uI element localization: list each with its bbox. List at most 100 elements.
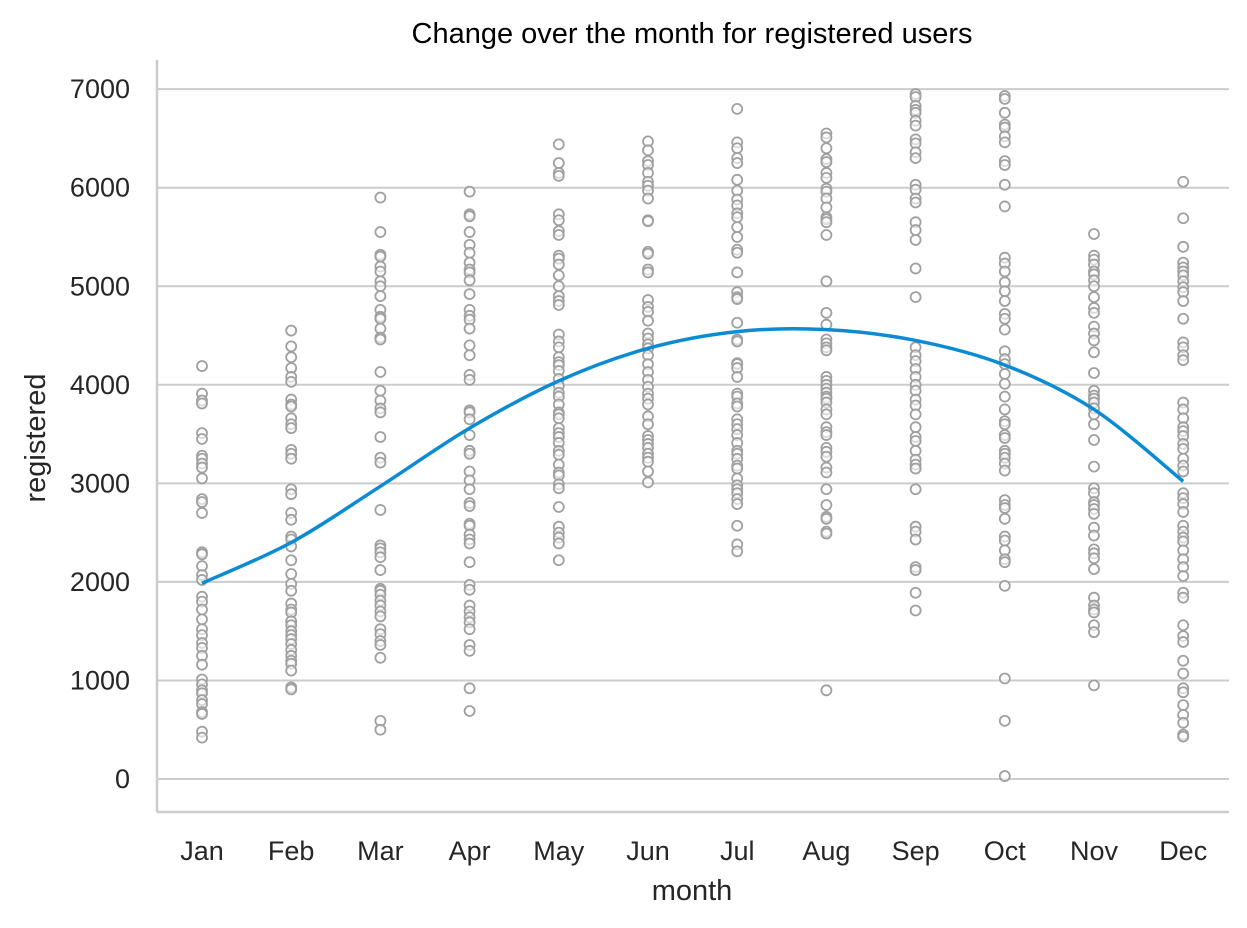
data-point: [642, 247, 654, 260]
y-tick-label-3000: 3000: [70, 468, 130, 498]
data-point: [1177, 442, 1190, 455]
data-point: [196, 658, 208, 671]
data-point: [1088, 367, 1100, 379]
data-point: [463, 185, 476, 198]
data-point: [820, 306, 833, 319]
data-point: [909, 291, 922, 303]
data-point: [552, 269, 565, 282]
y-tick-label-7000: 7000: [70, 74, 130, 104]
data-point: [1088, 606, 1100, 619]
data-point: [552, 299, 565, 311]
data-point: [463, 274, 476, 287]
data-point: [998, 312, 1011, 325]
data-point: [1088, 334, 1100, 347]
data-point: [1088, 529, 1100, 542]
data-point: [820, 684, 833, 697]
data-point: [285, 568, 298, 580]
y-tick-label-4000: 4000: [70, 370, 130, 400]
x-tick-label-apr: Apr: [449, 836, 491, 866]
data-point: [820, 499, 833, 511]
data-point: [374, 431, 387, 443]
data-point: [998, 672, 1011, 685]
data-point: [374, 456, 387, 469]
data-point: [285, 554, 298, 567]
data-point: [552, 448, 565, 461]
data-point: [998, 534, 1011, 547]
data-point: [196, 397, 208, 410]
scatter-points: [196, 88, 1190, 782]
data-point: [463, 623, 476, 636]
data-point: [1088, 434, 1100, 446]
data-point: [374, 639, 387, 651]
data-point: [1088, 228, 1100, 240]
data-point: [463, 644, 476, 657]
data-point: [998, 265, 1011, 278]
data-point: [374, 564, 387, 576]
data-point: [374, 265, 387, 278]
data-point: [463, 413, 476, 426]
data-point: [196, 472, 208, 485]
data-point: [374, 610, 387, 623]
data-point: [374, 250, 387, 263]
data-point: [196, 496, 208, 508]
data-point: [196, 613, 208, 626]
data-point: [463, 447, 476, 460]
data-point: [1177, 175, 1190, 188]
data-point: [998, 432, 1011, 444]
data-point: [285, 584, 298, 597]
y-axis-title: registered: [20, 374, 52, 503]
data-point: [731, 293, 744, 305]
data-point: [1088, 346, 1100, 359]
data-point: [285, 375, 298, 388]
x-tick-label-may: May: [533, 836, 585, 866]
data-point: [820, 131, 833, 144]
y-tick-label-2000: 2000: [70, 567, 130, 597]
data-point: [820, 142, 833, 155]
data-point: [1088, 460, 1100, 473]
data-point: [463, 483, 476, 496]
data-point: [374, 191, 387, 204]
data-point: [463, 373, 476, 386]
data-point: [731, 157, 744, 169]
data-point: [998, 136, 1011, 149]
data-point: [374, 651, 387, 664]
data-point: [998, 770, 1011, 782]
data-point: [374, 312, 387, 325]
data-point: [196, 708, 208, 720]
data-point: [1088, 679, 1100, 692]
data-point: [820, 344, 833, 357]
data-point: [909, 564, 922, 576]
trend-line: [201, 327, 1185, 585]
data-point: [463, 322, 476, 335]
data-point: [909, 234, 922, 246]
data-point: [374, 723, 387, 736]
x-tick-label-oct: Oct: [984, 836, 1027, 866]
data-point: [463, 705, 476, 717]
data-point: [552, 341, 565, 354]
data-point: [731, 221, 744, 234]
data-point: [1177, 699, 1190, 711]
data-point: [642, 215, 654, 228]
data-point: [998, 368, 1011, 380]
data-point: [1088, 280, 1100, 293]
data-point: [642, 455, 654, 468]
x-tick-label-jan: Jan: [180, 836, 224, 866]
data-point: [374, 366, 387, 378]
data-point: [374, 226, 387, 238]
data-point: [820, 483, 833, 496]
data-point: [552, 501, 565, 513]
data-point: [374, 504, 387, 516]
data-point: [820, 466, 833, 479]
data-point: [820, 450, 833, 463]
axes-spines: [155, 60, 1229, 814]
data-point: [374, 290, 387, 303]
data-point: [820, 229, 833, 241]
data-point: [374, 406, 387, 419]
data-point: [998, 403, 1011, 416]
data-point: [196, 548, 208, 561]
data-point: [1177, 506, 1190, 518]
data-point: [463, 556, 476, 569]
data-point: [1177, 686, 1190, 699]
